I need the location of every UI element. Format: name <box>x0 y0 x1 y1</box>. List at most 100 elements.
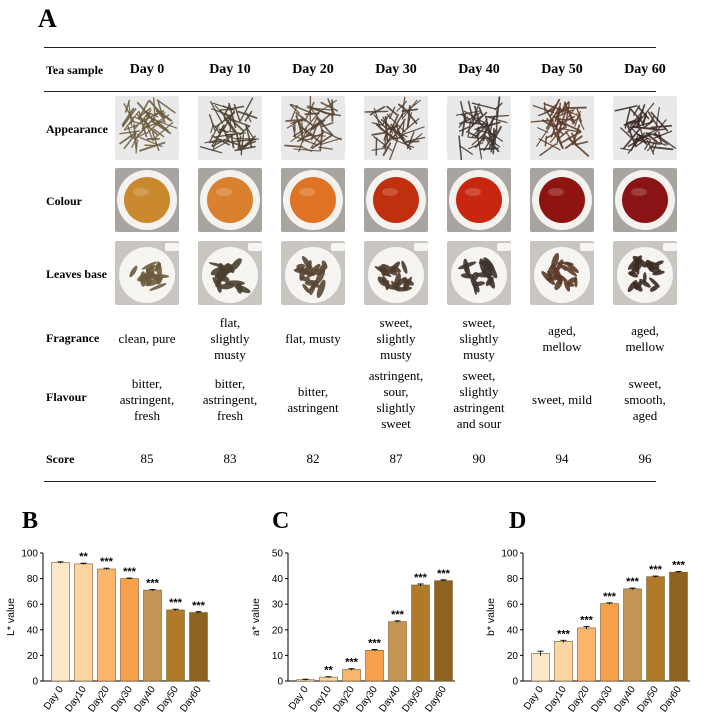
bar-day30 <box>366 650 384 681</box>
significance-label: *** <box>192 600 206 612</box>
x-tick-label: Day40 <box>377 684 403 714</box>
fragrance-cell: aged, mellow <box>603 323 687 355</box>
x-tick-label: Day30 <box>354 684 380 714</box>
y-axis-label: L* value <box>5 598 17 636</box>
y-tick-label: 40 <box>27 625 39 636</box>
appearance-photo-1 <box>198 96 262 160</box>
table-top-rule <box>44 47 656 48</box>
panel-letter-a: A <box>38 4 57 34</box>
y-tick-label: 30 <box>272 600 284 611</box>
colour-cup-5 <box>530 168 594 232</box>
bar-day50 <box>167 610 185 681</box>
fragrance-cell: flat, slightly musty <box>188 315 272 363</box>
leaves-base-1 <box>198 241 262 305</box>
y-tick-label: 100 <box>21 549 38 560</box>
appearance-photo-6 <box>613 96 677 160</box>
x-tick-label: Day30 <box>109 684 135 714</box>
bar-day30 <box>121 579 139 681</box>
significance-label: *** <box>169 597 183 609</box>
score-cell: 87 <box>354 451 438 467</box>
bar-day50 <box>412 585 430 681</box>
table-bottom-rule <box>44 481 656 482</box>
row-label-fragrance: Fragrance <box>46 331 99 346</box>
significance-label: *** <box>345 657 359 669</box>
y-tick-label: 10 <box>272 651 284 662</box>
leaves-base-4 <box>447 241 511 305</box>
colour-cup-6 <box>613 168 677 232</box>
y-tick-label: 20 <box>507 651 519 662</box>
row-label-score: Score <box>46 452 74 467</box>
significance-label: *** <box>603 591 617 603</box>
x-tick-label: Day50 <box>155 684 181 714</box>
flavour-cell: bitter, astringent, fresh <box>188 376 272 424</box>
x-tick-label: Day10 <box>543 684 569 714</box>
significance-label: *** <box>437 568 451 580</box>
header-day-1: Day 10 <box>188 62 272 78</box>
colour-cup-2 <box>281 168 345 232</box>
bar-day30 <box>601 604 619 681</box>
leaves-base-2 <box>281 241 345 305</box>
appearance-photo-5 <box>530 96 594 160</box>
fragrance-cell: aged, mellow <box>520 323 604 355</box>
row-label-flavour: Flavour <box>46 390 87 405</box>
header-day-5: Day 50 <box>520 62 604 78</box>
fragrance-cell: clean, pure <box>105 331 189 347</box>
row-label-colour: Colour <box>46 194 82 209</box>
bar-day60 <box>670 572 688 681</box>
fragrance-cell: sweet, slightly musty <box>437 315 521 363</box>
bar-day60 <box>190 613 208 681</box>
leaves-base-3 <box>364 241 428 305</box>
y-tick-label: 40 <box>272 574 284 585</box>
y-tick-label: 60 <box>507 600 519 611</box>
y-axis-label: a* value <box>250 598 262 636</box>
significance-label: *** <box>580 615 594 627</box>
appearance-photo-2 <box>281 96 345 160</box>
bar-day0 <box>52 563 70 681</box>
header-day-3: Day 30 <box>354 62 438 78</box>
y-tick-label: 0 <box>32 677 38 688</box>
y-tick-label: 0 <box>277 677 283 688</box>
x-tick-label: Day50 <box>400 684 426 714</box>
flavour-cell: sweet, slightly astringent and sour <box>437 368 521 432</box>
score-cell: 83 <box>188 451 272 467</box>
significance-label: *** <box>414 572 428 584</box>
colour-cup-3 <box>364 168 428 232</box>
bar-day20 <box>98 569 116 681</box>
appearance-photo-4 <box>447 96 511 160</box>
appearance-photo-3 <box>364 96 428 160</box>
significance-label: ** <box>324 665 333 677</box>
significance-label: *** <box>672 560 686 572</box>
header-day-0: Day 0 <box>105 62 189 78</box>
panel-letter-c: C <box>272 508 289 535</box>
score-cell: 90 <box>437 451 521 467</box>
bar-day60 <box>435 581 453 681</box>
y-tick-label: 50 <box>272 549 284 560</box>
colour-cup-1 <box>198 168 262 232</box>
x-tick-label: Day10 <box>63 684 89 714</box>
leaves-base-0 <box>115 241 179 305</box>
flavour-cell: sweet, smooth, aged <box>603 376 687 424</box>
fragrance-cell: flat, musty <box>271 331 355 347</box>
score-cell: 96 <box>603 451 687 467</box>
x-tick-label: Day20 <box>566 684 592 714</box>
table-header-rule <box>44 91 656 92</box>
significance-label: *** <box>100 556 114 568</box>
flavour-cell: sweet, mild <box>520 392 604 408</box>
significance-label: *** <box>391 609 405 621</box>
row-label-appearance: Appearance <box>46 122 108 137</box>
flavour-cell: bitter, astringent, fresh <box>105 376 189 424</box>
flavour-cell: bitter, astringent <box>271 384 355 416</box>
bar-day0 <box>532 653 550 681</box>
header-tea-sample: Tea sample <box>46 63 103 78</box>
panel-letter-b: B <box>22 508 38 535</box>
header-day-2: Day 20 <box>271 62 355 78</box>
row-label-leaves-base: Leaves base <box>46 267 107 282</box>
appearance-photo-0 <box>115 96 179 160</box>
fragrance-cell: sweet, slightly musty <box>354 315 438 363</box>
bar-day50 <box>647 577 665 681</box>
significance-label: *** <box>649 564 663 576</box>
leaves-base-5 <box>530 241 594 305</box>
flavour-cell: astringent, sour, slightly sweet <box>354 368 438 432</box>
y-tick-label: 0 <box>512 677 518 688</box>
